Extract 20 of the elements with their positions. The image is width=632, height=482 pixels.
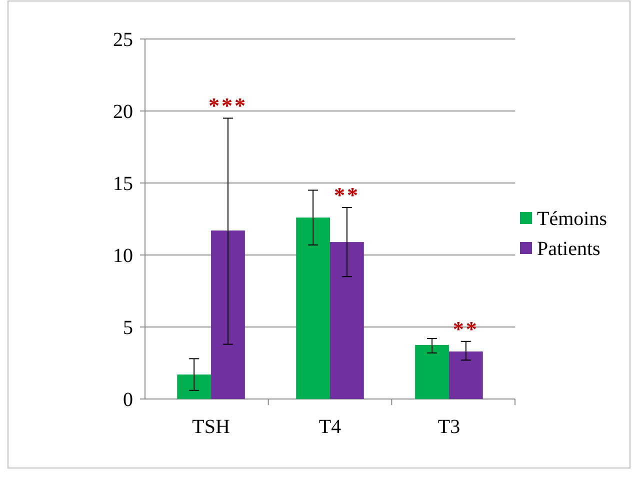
x-tick-label: TSH [192, 416, 230, 438]
annotation: ** [452, 316, 479, 342]
bar [448, 351, 483, 399]
annotation: ** [334, 182, 360, 208]
legend-label: Témoins [537, 208, 608, 230]
y-tick-label: 15 [113, 173, 133, 195]
y-tick-label: 10 [113, 245, 133, 267]
bar [177, 374, 212, 399]
y-tick-label: 0 [123, 389, 133, 411]
bar [296, 218, 330, 399]
legend-label: Patients [537, 238, 601, 260]
bar [211, 230, 245, 399]
y-tick-label: 25 [113, 29, 133, 51]
y-tick-label: 5 [123, 317, 133, 339]
bar [415, 345, 449, 399]
x-tick-label: T3 [438, 416, 460, 438]
bar [330, 242, 364, 399]
y-tick-label: 20 [113, 101, 133, 123]
annotation: *** [208, 93, 248, 118]
x-tick-label: T4 [318, 416, 342, 438]
